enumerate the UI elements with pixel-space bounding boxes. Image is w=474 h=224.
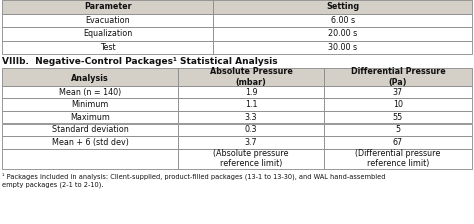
Text: Test: Test (100, 43, 116, 52)
Text: Mean + 6 (std dev): Mean + 6 (std dev) (52, 138, 128, 147)
Bar (324, 111, 472, 123)
Text: 37: 37 (393, 88, 403, 97)
Text: Setting: Setting (326, 2, 359, 11)
Bar (2, 86, 178, 99)
Text: VIIIb.  Negative-Control Packages¹ Statistical Analysis: VIIIb. Negative-Control Packages¹ Statis… (2, 56, 278, 65)
Bar (178, 136, 324, 149)
Text: Minimum: Minimum (72, 100, 109, 109)
Bar (178, 111, 324, 123)
Bar (2, 41, 213, 54)
Bar (178, 86, 324, 99)
Bar (213, 13, 472, 27)
Text: 10: 10 (393, 100, 403, 109)
Text: Parameter: Parameter (84, 2, 132, 11)
Text: 1.9: 1.9 (245, 88, 257, 97)
Bar (324, 86, 472, 99)
Text: 20.00 s: 20.00 s (328, 29, 357, 38)
Text: 5: 5 (395, 125, 401, 134)
Bar (324, 99, 472, 111)
Bar (324, 136, 472, 149)
Text: Differential Pressure
(Pa): Differential Pressure (Pa) (351, 67, 446, 87)
Bar (178, 99, 324, 111)
Text: 30.00 s: 30.00 s (328, 43, 357, 52)
Text: Maximum: Maximum (70, 113, 110, 122)
Bar (2, 13, 213, 27)
Text: 55: 55 (393, 113, 403, 122)
Bar (178, 149, 324, 168)
Bar (2, 149, 178, 168)
Text: Mean (n = 140): Mean (n = 140) (59, 88, 121, 97)
Bar (178, 123, 324, 136)
Text: Absolute Pressure
(mbar): Absolute Pressure (mbar) (210, 67, 292, 87)
Text: 1.1: 1.1 (245, 100, 257, 109)
Bar (213, 0, 472, 13)
Text: 3.3: 3.3 (245, 113, 257, 122)
Text: 67: 67 (393, 138, 403, 147)
Bar (2, 68, 178, 86)
Text: 3.7: 3.7 (245, 138, 257, 147)
Bar (324, 123, 472, 136)
Bar (2, 136, 178, 149)
Bar (2, 99, 178, 111)
Text: 0.3: 0.3 (245, 125, 257, 134)
Bar (2, 27, 213, 41)
Bar (213, 27, 472, 41)
Bar (2, 0, 213, 13)
Text: (Absolute pressure
reference limit): (Absolute pressure reference limit) (213, 149, 289, 168)
Text: Analysis: Analysis (71, 73, 109, 82)
Text: ¹ Packages included in analysis: Client-supplied, product-filled packages (13-1 : ¹ Packages included in analysis: Client-… (2, 172, 385, 187)
Bar (324, 68, 472, 86)
Bar (2, 111, 178, 123)
Text: Standard deviation: Standard deviation (52, 125, 128, 134)
Text: 6.00 s: 6.00 s (331, 16, 355, 25)
Text: (Differential pressure
reference limit): (Differential pressure reference limit) (356, 149, 441, 168)
Bar (324, 149, 472, 168)
Text: Evacuation: Evacuation (85, 16, 130, 25)
Bar (213, 41, 472, 54)
Bar (178, 68, 324, 86)
Bar (2, 123, 178, 136)
Text: Equalization: Equalization (83, 29, 132, 38)
